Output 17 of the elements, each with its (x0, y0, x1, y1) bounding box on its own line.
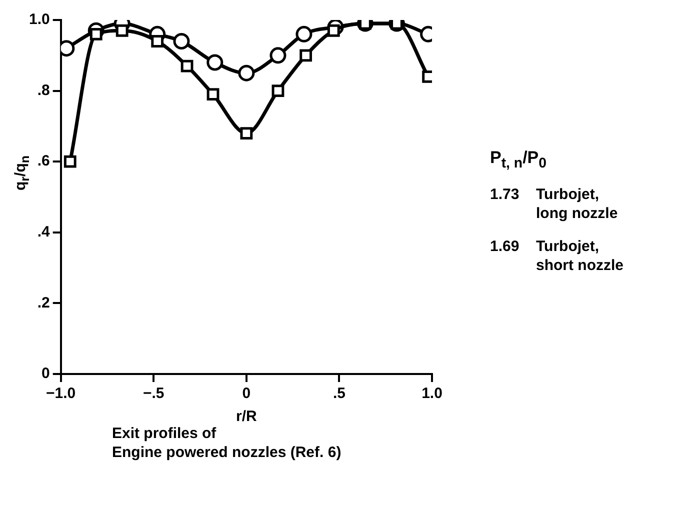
x-tick-label: .5 (332, 385, 346, 402)
x-tick-label: −1.0 (46, 385, 76, 402)
y-tick-label: 0 (42, 365, 50, 382)
x-tick-label: 0 (242, 385, 251, 402)
x-axis-title: r/R (236, 408, 258, 426)
x-tick-label: −.5 (143, 385, 164, 402)
y-tick-label: .8 (37, 82, 50, 99)
text: 1.73 Turbojet, long nozzle (490, 185, 619, 224)
text: Engine powered nozzles (Ref. 6) (112, 443, 342, 462)
y-tick-label: 1.0 (28, 11, 50, 28)
text: 1.69 Turbojet, short nozzle (490, 237, 625, 276)
y-tick-label: .4 (37, 224, 51, 241)
text: Exit profiles of (112, 424, 218, 443)
y-tick-label: .2 (37, 294, 50, 312)
x-tick-label: 1.0 (422, 385, 442, 402)
y-tick-label: .6 (37, 152, 50, 170)
legend-title: P$_{t, n}$/P$_{0}$ (490, 148, 547, 172)
